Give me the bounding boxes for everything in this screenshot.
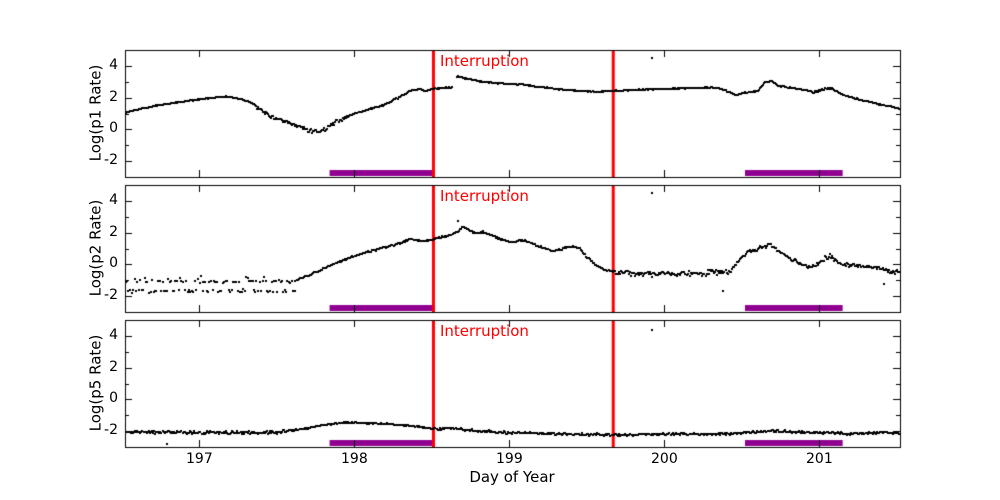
interruption-annotation-panel3: Interruption	[440, 322, 529, 340]
y-tick-label: 0	[109, 390, 118, 407]
x-tick-label: 200	[651, 451, 678, 467]
x-tick-label: 199	[496, 451, 523, 467]
y-tick-label: 4	[109, 56, 118, 73]
interruption-annotation-panel2: Interruption	[440, 187, 529, 205]
y-tick-label: 0	[109, 120, 118, 137]
y-tick-label: 0	[109, 255, 118, 272]
x-tick-label: 197	[186, 451, 213, 467]
y-tick-label: 2	[109, 358, 118, 375]
y-tick-label: -2	[104, 152, 118, 169]
y-tick-label: -2	[104, 422, 118, 439]
y-tick-label: 4	[109, 326, 118, 343]
interruption-annotation-panel1: Interruption	[440, 52, 529, 70]
x-tick-label: 201	[806, 451, 833, 467]
y-tick-label: 4	[109, 191, 118, 208]
x-tick-label: 198	[341, 451, 368, 467]
y-tick-label: 2	[109, 88, 118, 105]
y-tick-label: -2	[104, 287, 118, 304]
y-tick-label: 2	[109, 223, 118, 240]
x-axis-label: Day of Year	[469, 468, 555, 486]
